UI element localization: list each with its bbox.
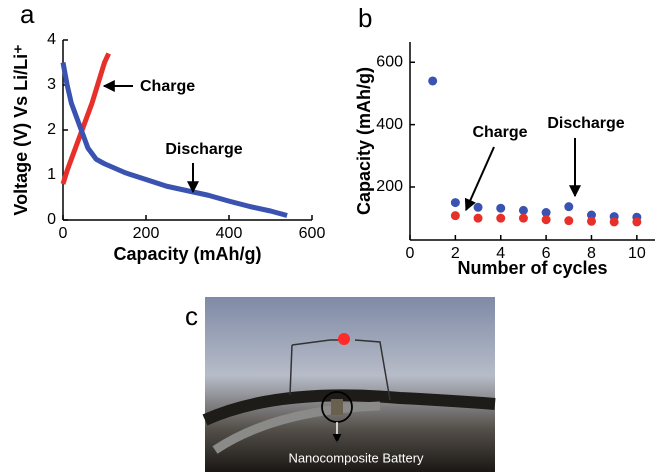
data-point	[586, 216, 596, 226]
x-tick-label: 10	[628, 245, 646, 262]
y-axis-label: Voltage (V) Vs Li/Li⁺	[11, 44, 31, 215]
photo: Nanocomposite Battery	[202, 297, 496, 472]
annotation: Discharge	[547, 115, 624, 132]
annotation: Discharge	[165, 141, 242, 158]
data-point	[450, 211, 460, 221]
panel-letter: a	[20, 0, 35, 29]
x-tick-label: 0	[59, 225, 68, 242]
led	[338, 333, 350, 345]
x-tick-label: 4	[496, 245, 505, 262]
data-point	[496, 203, 506, 213]
photo-label: Nanocomposite Battery	[288, 450, 424, 465]
data-line	[60, 52, 111, 185]
cable	[202, 389, 496, 426]
data-point	[473, 202, 483, 212]
annotation: Charge	[140, 78, 195, 95]
x-tick-label: 400	[216, 225, 243, 242]
data-point	[564, 216, 574, 226]
y-tick-label: 0	[47, 211, 56, 228]
y-tick-label: 400	[376, 116, 403, 133]
y-tick-label: 1	[47, 166, 56, 183]
wire	[291, 339, 331, 346]
panel-letter: c	[185, 301, 198, 331]
data-point	[518, 205, 528, 215]
x-tick-label: 6	[542, 245, 551, 262]
y-tick-label: 600	[376, 53, 403, 70]
panel-letter: b	[358, 3, 372, 33]
data-point	[609, 217, 619, 227]
x-axis-label: Number of cycles	[457, 258, 607, 278]
battery	[331, 399, 343, 415]
photo-background	[205, 297, 495, 472]
data-point	[541, 215, 551, 225]
x-axis-label: Capacity (mAh/g)	[113, 244, 261, 264]
data-point	[450, 198, 460, 208]
data-point	[541, 208, 551, 218]
data-point	[632, 217, 642, 227]
data-point	[473, 213, 483, 223]
x-tick-label: 200	[133, 225, 160, 242]
x-tick-label: 2	[451, 245, 460, 262]
data-point	[428, 76, 438, 86]
data-line	[60, 62, 288, 218]
annotation: Charge	[472, 124, 527, 141]
data-point	[518, 213, 528, 223]
x-tick-label: 600	[299, 225, 326, 242]
data-point	[586, 210, 596, 220]
y-tick-label: 4	[47, 31, 56, 48]
y-axis-label: Capacity (mAh/g)	[354, 67, 374, 215]
y-tick-label: 200	[376, 178, 403, 195]
x-tick-label: 0	[406, 245, 415, 262]
y-tick-label: 3	[47, 76, 56, 93]
data-point	[496, 213, 506, 223]
y-tick-label: 2	[47, 121, 56, 138]
clip	[212, 401, 381, 454]
annotation-arrow	[464, 146, 495, 212]
x-tick-label: 8	[587, 245, 596, 262]
data-point	[564, 202, 574, 212]
